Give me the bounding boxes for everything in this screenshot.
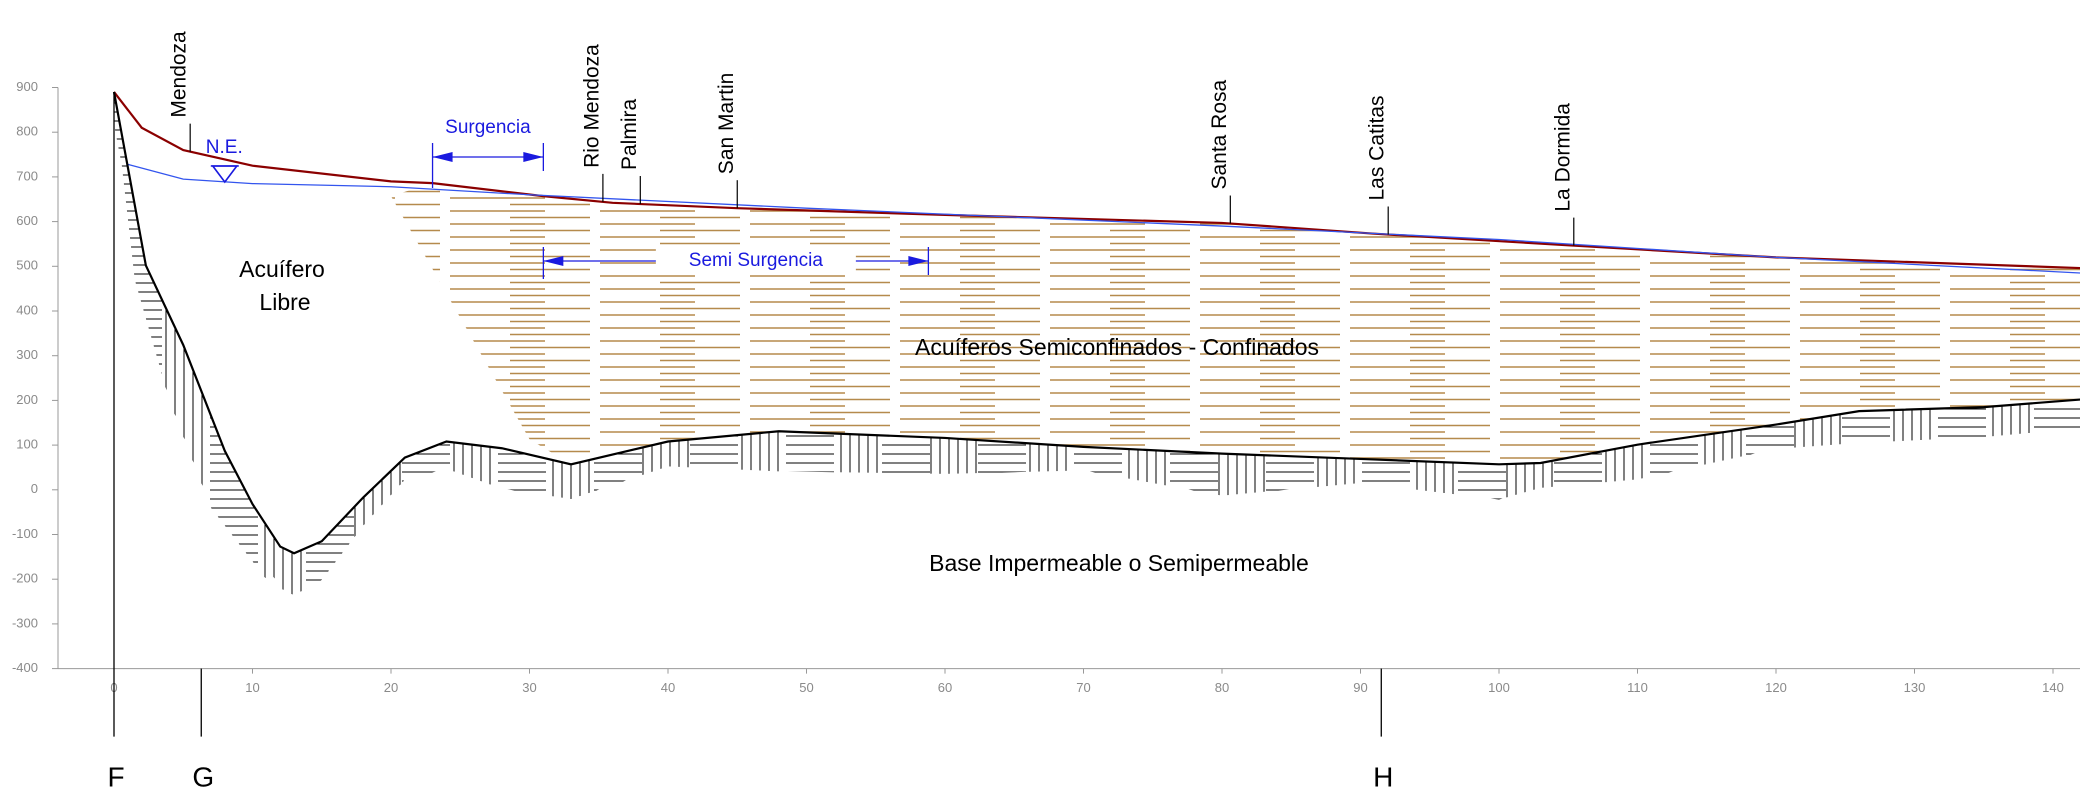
hatch-cell	[402, 91, 450, 596]
arrow-head	[432, 152, 453, 162]
region-label: Acuíferos Semiconfinados - Confinados	[915, 334, 1319, 360]
y-tick-label: 700	[16, 168, 38, 183]
town-label: Las Catitas	[1366, 95, 1389, 200]
range-label: Surgencia	[445, 117, 531, 138]
x-tick-label: 90	[1353, 680, 1367, 695]
y-tick-label: 600	[16, 213, 38, 228]
profile-line	[113, 91, 2080, 270]
arrow-head	[543, 256, 564, 266]
y-tick-label: 200	[16, 392, 38, 407]
y-tick-label: 300	[16, 347, 38, 362]
town-label: Mendoza	[168, 31, 191, 118]
x-tick-label: 110	[1627, 680, 1648, 695]
y-tick-label: 400	[16, 302, 38, 317]
profile-line	[127, 163, 2080, 274]
section-label: G	[192, 761, 214, 792]
x-tick-label: 130	[1904, 680, 1926, 695]
y-tick-label: -300	[12, 615, 38, 630]
town-label: Palmira	[618, 99, 641, 171]
y-tick-label: 800	[16, 124, 38, 139]
arrow-head	[908, 256, 929, 266]
region-label: Libre	[259, 289, 310, 315]
x-tick-label: 20	[384, 680, 398, 695]
hatch-cell	[162, 91, 210, 596]
section-label: H	[1373, 761, 1393, 792]
y-tick-label: 500	[16, 258, 38, 273]
plot: -400 -300 -200 -100 0 100 200 300 400 500 600 700 80…	[12, 31, 2080, 792]
hatch-cell	[210, 91, 258, 596]
label-bg	[655, 248, 856, 274]
x-tick-label: 30	[522, 680, 536, 695]
y-tick-label: 0	[31, 481, 38, 496]
water-level-label: N.E.	[206, 137, 243, 158]
x-tick-label: 40	[661, 680, 675, 695]
x-tick-label: 10	[245, 680, 259, 695]
x-tick-label: 50	[799, 680, 813, 695]
town-label: Santa Rosa	[1208, 79, 1231, 189]
hatch-cell	[354, 91, 402, 596]
y-tick-label: 100	[16, 437, 38, 452]
hatch-cell	[450, 91, 498, 596]
x-tick-label: 140	[2042, 680, 2064, 695]
section-label: F	[107, 761, 124, 792]
hatch-cell	[114, 91, 162, 596]
x-tick-label: 100	[1488, 680, 1510, 695]
y-tick-label: -200	[12, 571, 38, 586]
x-tick-label: 80	[1215, 680, 1229, 695]
arrow-head	[523, 152, 544, 162]
x-tick-label: 60	[938, 680, 952, 695]
x-tick-label: 70	[1076, 680, 1090, 695]
profile-line	[112, 91, 2080, 555]
town-label: La Dormida	[1551, 103, 1574, 212]
x-tick-label: 120	[1765, 680, 1787, 695]
town-label: San Martin	[715, 73, 738, 175]
y-tick-label: -400	[12, 660, 38, 675]
y-tick-label: 900	[16, 79, 38, 94]
region-label: Acuífero	[239, 256, 325, 282]
hatch-cell	[258, 91, 306, 596]
region-label: Base Impermeable o Semipermeable	[929, 550, 1309, 576]
range-label: Semi Surgencia	[689, 250, 824, 271]
water-level-symbol	[211, 165, 239, 184]
y-tick-label: -100	[12, 526, 38, 541]
town-label: Rio Mendoza	[580, 44, 603, 168]
